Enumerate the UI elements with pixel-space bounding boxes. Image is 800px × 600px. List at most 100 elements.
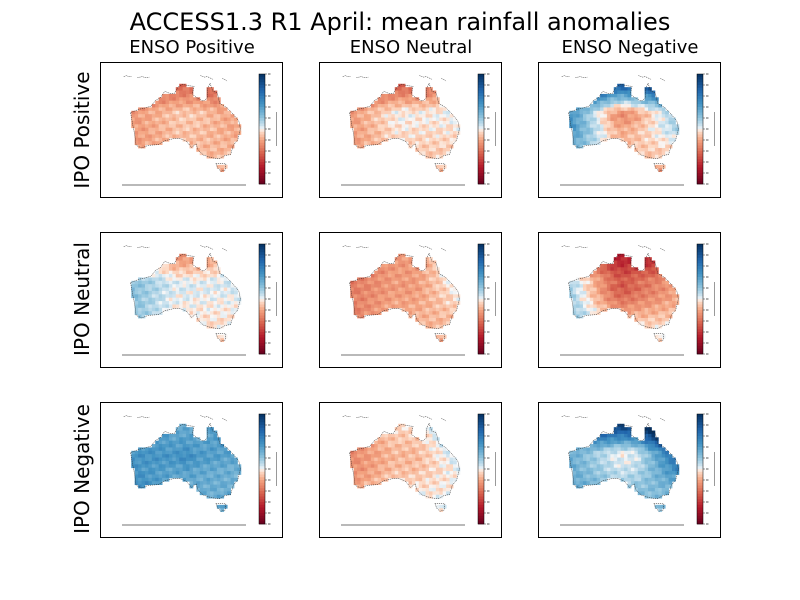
grid-cell	[353, 481, 358, 485]
grid-cell	[644, 301, 649, 305]
grid-cell	[610, 104, 615, 108]
grid-cell	[613, 100, 618, 105]
colorbar-segment	[259, 266, 265, 270]
grid-cell	[401, 301, 406, 305]
grid-cell	[446, 151, 450, 156]
colorbar-segment	[478, 140, 484, 144]
colorbar-tick-label	[487, 276, 490, 278]
colorbar-segment	[478, 326, 484, 330]
grid-cell	[675, 127, 680, 132]
colorbar-segment	[478, 159, 484, 163]
grid-cell	[162, 474, 166, 479]
grid-cell	[206, 280, 211, 285]
colorbar-tick-label	[268, 183, 271, 185]
grid-cell	[576, 284, 580, 288]
grid-cell	[425, 290, 430, 295]
grid-cell	[610, 134, 615, 139]
grid-cell	[186, 134, 190, 139]
grid-cell	[620, 120, 625, 125]
grid-cell	[654, 491, 659, 496]
grid-cell	[446, 131, 450, 135]
grid-cell	[432, 137, 437, 142]
grid-cell	[391, 444, 396, 448]
grid-cell	[422, 297, 426, 302]
grid-cell	[182, 437, 187, 442]
grid-cell	[429, 447, 433, 452]
grid-cell	[654, 484, 659, 489]
grid-cell	[617, 100, 622, 105]
grid-cell	[367, 467, 372, 472]
grid-cell	[630, 471, 635, 475]
colorbar-segment	[259, 521, 265, 525]
grid-cell	[138, 280, 142, 285]
grid-cell	[579, 464, 584, 469]
grid-cell	[425, 117, 430, 122]
grid-cell	[206, 471, 211, 475]
grid-cell	[210, 277, 214, 282]
grid-cell	[381, 97, 385, 102]
grid-cell	[381, 440, 385, 445]
grid-cell	[644, 433, 649, 438]
grid-cell	[620, 474, 625, 479]
grid-cell	[579, 277, 584, 282]
grid-cell	[418, 444, 423, 448]
grid-cell	[411, 307, 416, 312]
grid-cell	[582, 290, 587, 295]
grid-cell	[175, 134, 180, 139]
colorbar-segment	[478, 244, 484, 248]
grid-cell	[394, 450, 399, 455]
grid-cell	[617, 107, 622, 112]
grid-cell	[213, 484, 218, 489]
colorbar-tick-label	[706, 309, 709, 311]
grid-cell	[196, 481, 201, 485]
grid-cell	[641, 107, 645, 112]
grid-cell	[210, 147, 214, 152]
grid-cell	[661, 120, 666, 125]
grid-cell	[627, 257, 632, 261]
grid-cell	[151, 474, 156, 479]
grid-cell	[435, 107, 440, 112]
grid-cell	[162, 307, 166, 312]
grid-cell	[213, 151, 218, 156]
grid-cell	[658, 487, 663, 492]
grid-cell	[641, 457, 645, 462]
grid-cell	[175, 427, 180, 431]
grid-cell	[155, 311, 160, 315]
grid-cell	[668, 114, 673, 118]
grid-cell	[637, 444, 642, 448]
grid-cell	[644, 131, 649, 135]
grid-cell	[223, 147, 228, 152]
grid-cell	[182, 127, 187, 132]
grid-cell	[374, 444, 379, 448]
grid-cell	[189, 297, 194, 302]
grid-cell	[387, 457, 392, 462]
colorbar-segment	[697, 321, 703, 325]
grid-cell	[374, 301, 379, 305]
grid-cell	[210, 457, 214, 462]
colorbar-segment	[697, 463, 703, 467]
grid-cell	[227, 137, 231, 142]
grid-cell	[206, 440, 211, 445]
grid-cell	[569, 117, 574, 122]
grid-cell	[175, 124, 180, 129]
colorbar-segment	[259, 244, 265, 248]
colorbar-tick-label	[706, 150, 709, 152]
grid-cell	[398, 267, 403, 272]
grid-cell	[391, 440, 396, 445]
grid-cell	[367, 110, 372, 115]
grid-cell	[641, 284, 645, 288]
grid-cell	[182, 307, 187, 312]
grid-cell	[439, 297, 444, 302]
grid-cell	[199, 474, 204, 479]
grid-cell	[641, 477, 645, 482]
grid-cell	[357, 141, 361, 145]
colorbar-tick-label	[706, 128, 709, 130]
grid-cell	[210, 117, 214, 122]
grid-cell	[603, 131, 608, 135]
grid-cell	[435, 314, 440, 319]
grid-cell	[172, 270, 177, 275]
grid-cell	[360, 450, 365, 455]
grid-cell	[624, 124, 628, 129]
grid-cell	[144, 304, 149, 309]
grid-cell	[593, 284, 598, 288]
